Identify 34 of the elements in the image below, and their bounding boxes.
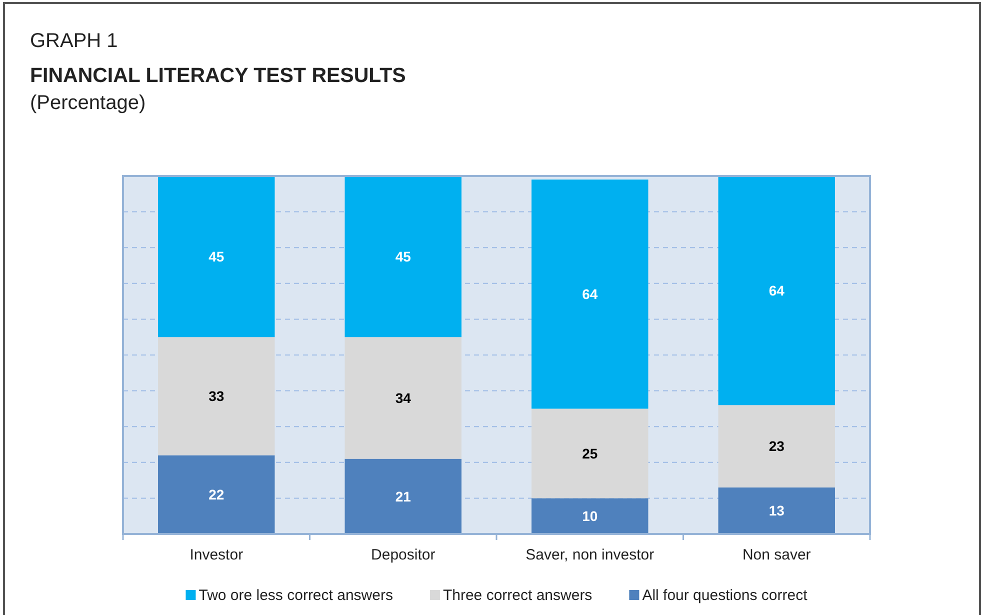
bar xyxy=(718,176,835,406)
data-label: 45 xyxy=(395,248,412,264)
data-label: 64 xyxy=(582,286,598,302)
data-label: 34 xyxy=(395,390,412,406)
x-tick-label: Depositor xyxy=(371,546,436,564)
bar xyxy=(344,458,462,534)
bar xyxy=(344,176,462,338)
bar xyxy=(718,405,835,488)
bar xyxy=(344,337,462,459)
bar xyxy=(158,176,275,338)
bar xyxy=(158,337,275,456)
legend-label: Three correct answers xyxy=(442,587,592,604)
legend-label: All four questions correct xyxy=(642,587,808,604)
data-label: 25 xyxy=(582,445,598,462)
bar xyxy=(532,408,648,498)
bar xyxy=(532,180,648,409)
x-tick-label: Investor xyxy=(190,546,244,564)
data-label: 13 xyxy=(768,502,785,519)
chart-title: FINANCIAL LITERACY TEST RESULTS xyxy=(30,64,406,87)
bar xyxy=(158,455,275,534)
x-tick-label: Non saver xyxy=(742,546,811,564)
chart-subtitle: (Percentage) xyxy=(30,92,146,114)
data-label: 45 xyxy=(208,248,224,264)
data-label: 21 xyxy=(395,488,412,504)
caption: GRAPH 1 xyxy=(30,30,118,52)
data-label: 23 xyxy=(768,438,785,454)
x-tick-label: Saver, non investor xyxy=(526,546,654,564)
bar xyxy=(532,498,648,534)
legend-label: Two ore less correct answers xyxy=(198,587,393,604)
data-label: 64 xyxy=(768,282,785,298)
data-label: 33 xyxy=(208,388,224,404)
data-label: 10 xyxy=(582,508,598,524)
bar xyxy=(718,487,835,534)
data-label: 22 xyxy=(208,486,224,503)
